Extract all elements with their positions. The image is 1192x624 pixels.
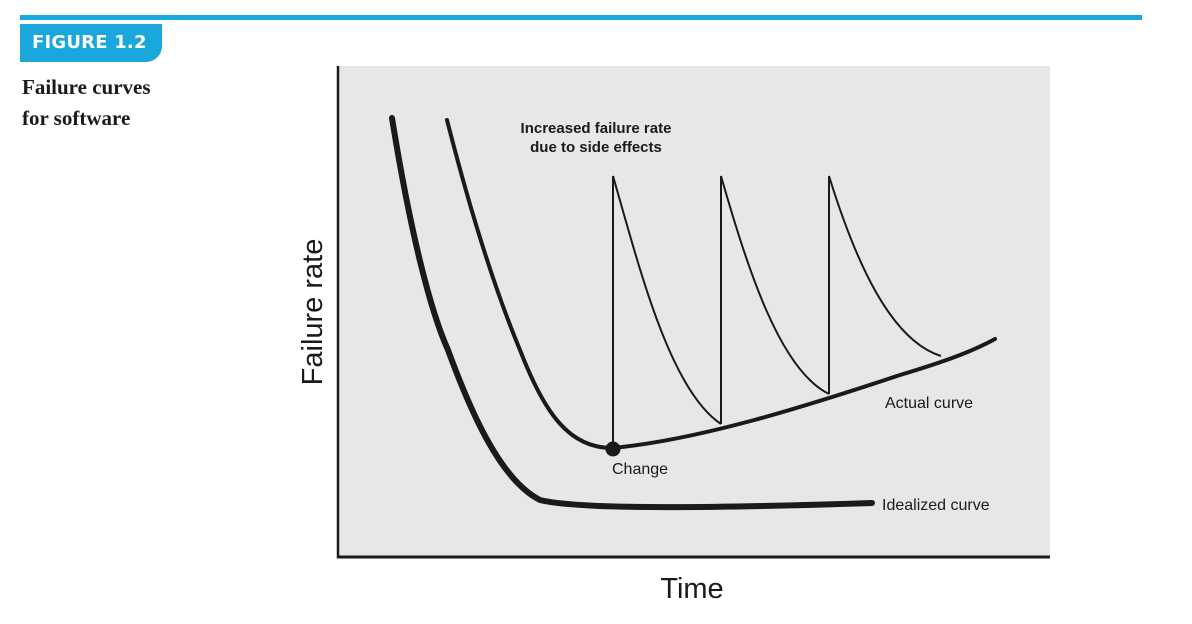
annotation-line-1: Increased failure rate bbox=[521, 120, 672, 137]
side-effect-spike-1 bbox=[612, 175, 722, 449]
figure-caption: Failure curves for software bbox=[22, 72, 222, 134]
caption-line-2: for software bbox=[22, 106, 131, 130]
plot-background bbox=[338, 66, 1050, 558]
change-label: Change bbox=[612, 461, 668, 478]
side-effect-spike-3 bbox=[828, 175, 942, 394]
change-marker bbox=[605, 441, 621, 457]
side-effect-spike-2 bbox=[720, 175, 830, 424]
actual-curve-label: Actual curve bbox=[885, 395, 973, 412]
caption-line-1: Failure curves bbox=[22, 75, 151, 99]
x-axis-label: Time bbox=[660, 573, 723, 605]
figure-label: FIGURE 1.2 bbox=[20, 24, 162, 62]
idealized-curve-label: Idealized curve bbox=[882, 497, 990, 514]
idealized-curve bbox=[389, 115, 875, 511]
y-axis-label: Failure rate bbox=[297, 239, 329, 386]
annotation-line-2: due to side effects bbox=[530, 139, 662, 156]
top-rule bbox=[20, 15, 1142, 20]
